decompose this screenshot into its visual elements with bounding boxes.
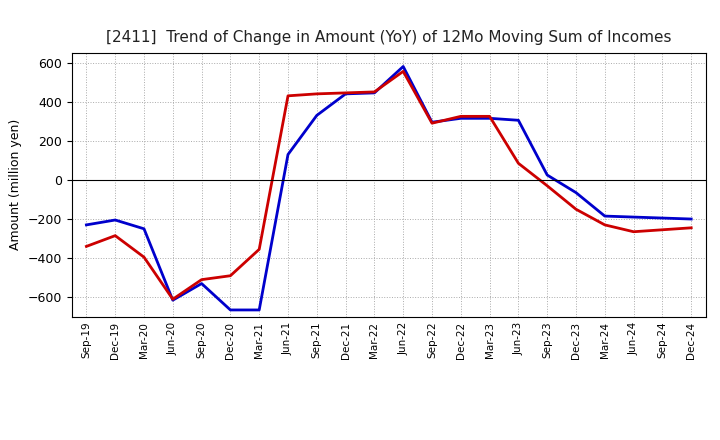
Title: [2411]  Trend of Change in Amount (YoY) of 12Mo Moving Sum of Incomes: [2411] Trend of Change in Amount (YoY) o… xyxy=(106,29,672,45)
Net Income xyxy=(629,229,638,235)
Ordinary Income xyxy=(226,307,235,312)
Net Income xyxy=(168,297,177,302)
Ordinary Income xyxy=(543,172,552,178)
Ordinary Income xyxy=(629,214,638,220)
Net Income xyxy=(111,233,120,238)
Net Income xyxy=(82,244,91,249)
Line: Ordinary Income: Ordinary Income xyxy=(86,66,691,310)
Net Income xyxy=(572,207,580,212)
Net Income xyxy=(370,89,379,95)
Ordinary Income xyxy=(111,217,120,223)
Net Income xyxy=(514,161,523,166)
Ordinary Income xyxy=(312,113,321,118)
Net Income xyxy=(284,93,292,99)
Y-axis label: Amount (million yen): Amount (million yen) xyxy=(9,119,22,250)
Net Income xyxy=(687,225,696,231)
Ordinary Income xyxy=(341,91,350,96)
Ordinary Income xyxy=(370,90,379,95)
Line: Net Income: Net Income xyxy=(86,71,691,299)
Ordinary Income xyxy=(428,120,436,125)
Ordinary Income xyxy=(572,190,580,195)
Ordinary Income xyxy=(456,116,465,121)
Ordinary Income xyxy=(197,281,206,286)
Ordinary Income xyxy=(140,226,148,231)
Ordinary Income xyxy=(687,216,696,222)
Net Income xyxy=(197,277,206,282)
Net Income xyxy=(255,247,264,252)
Net Income xyxy=(399,69,408,74)
Net Income xyxy=(226,273,235,279)
Ordinary Income xyxy=(82,222,91,227)
Ordinary Income xyxy=(514,117,523,123)
Net Income xyxy=(543,183,552,188)
Ordinary Income xyxy=(168,297,177,303)
Ordinary Income xyxy=(485,116,494,121)
Ordinary Income xyxy=(658,216,667,221)
Net Income xyxy=(658,227,667,232)
Ordinary Income xyxy=(600,213,609,219)
Net Income xyxy=(341,90,350,95)
Net Income xyxy=(600,222,609,227)
Net Income xyxy=(312,91,321,96)
Ordinary Income xyxy=(255,307,264,312)
Ordinary Income xyxy=(284,152,292,157)
Ordinary Income xyxy=(399,64,408,69)
Net Income xyxy=(456,114,465,119)
Net Income xyxy=(140,254,148,260)
Net Income xyxy=(428,121,436,126)
Net Income xyxy=(485,114,494,119)
